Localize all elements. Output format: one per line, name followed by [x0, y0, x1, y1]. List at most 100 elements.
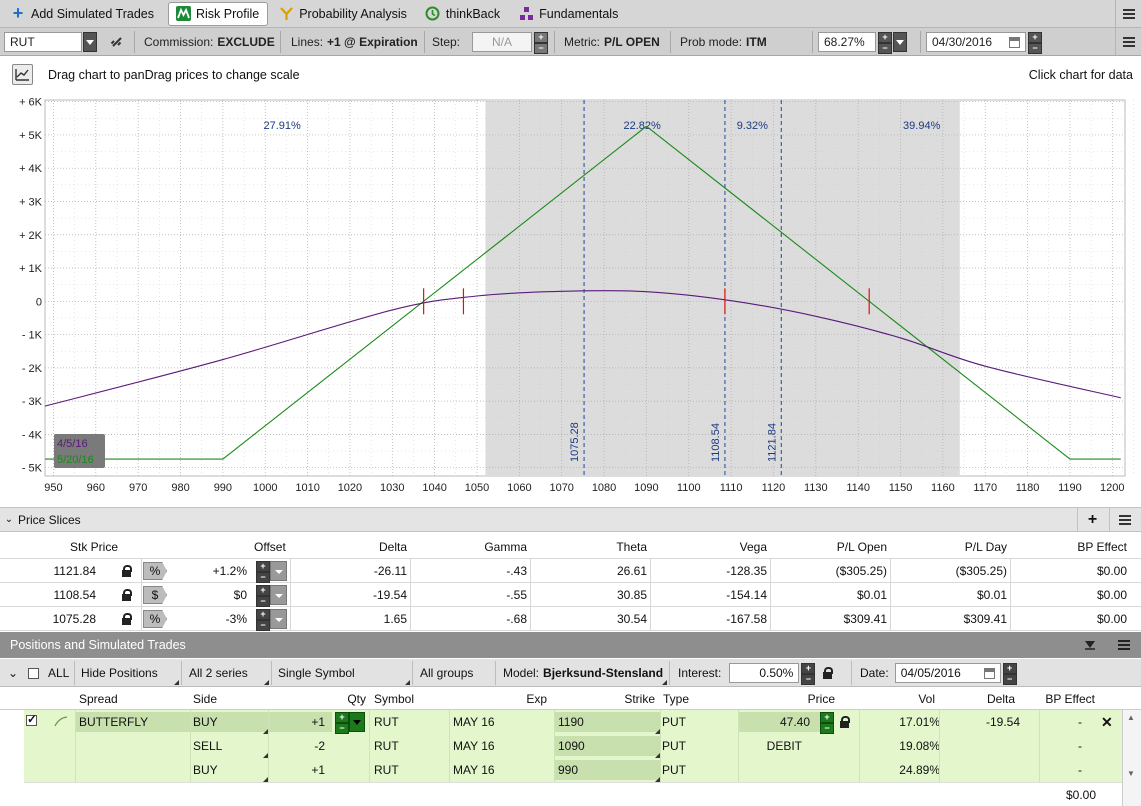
unlock-icon[interactable]: [840, 716, 850, 728]
link-icon[interactable]: [110, 28, 124, 56]
unlock-icon[interactable]: [122, 565, 132, 577]
type-value[interactable]: PUT: [662, 739, 686, 753]
symbol-input[interactable]: RUT: [4, 32, 82, 52]
strike-value[interactable]: 990: [558, 763, 579, 777]
slice-price[interactable]: 1121.84: [53, 564, 97, 578]
hide-positions-dropdown[interactable]: Hide Positions: [81, 666, 158, 680]
commission-setting[interactable]: Commission: EXCLUDE: [144, 28, 275, 56]
unit-selector[interactable]: %: [143, 610, 167, 628]
side-value[interactable]: BUY: [193, 715, 218, 729]
lines-value: +1 @ Expiration: [327, 35, 418, 49]
lines-setting[interactable]: Lines: +1 @ Expiration: [291, 28, 418, 56]
offset-dropdown-icon[interactable]: [270, 609, 287, 629]
probability-stepper[interactable]: + −: [878, 32, 892, 54]
symbol-mode-dropdown[interactable]: Single Symbol: [278, 666, 355, 680]
tab-probability-analysis[interactable]: Probability Analysis: [272, 2, 415, 26]
price-value[interactable]: 47.40: [779, 715, 810, 729]
strike-value[interactable]: 1190: [558, 715, 584, 729]
y-tick-label: - 3K: [22, 396, 43, 408]
position-row[interactable]: BUTTERFLY BUY +1 RUT MAY 16 1190 PUT 47.40 17.01…: [24, 710, 1122, 734]
side-value[interactable]: BUY: [193, 763, 218, 777]
unlock-icon[interactable]: [122, 589, 132, 601]
unit-selector[interactable]: %: [143, 562, 167, 580]
exp-value[interactable]: MAY 16: [453, 739, 495, 753]
row-checkbox[interactable]: [26, 715, 37, 726]
offset-dropdown-icon[interactable]: [270, 585, 287, 605]
strike-value[interactable]: 1090: [558, 739, 585, 753]
position-row[interactable]: BUY +1 RUT MAY 16 990 PUT 24.89% -: [24, 758, 1122, 782]
qty-stepper[interactable]: + −: [335, 712, 349, 734]
positions-menu-icon[interactable]: [1109, 632, 1139, 658]
slice-offset[interactable]: -3%: [225, 612, 247, 626]
side-value[interactable]: SELL: [193, 739, 223, 753]
chevron-down-icon[interactable]: ⌄: [8, 666, 19, 680]
positions-scrollbar[interactable]: ▲ ▼: [1122, 710, 1141, 806]
price-slices-menu-icon[interactable]: [1109, 508, 1139, 531]
select-all-checkbox[interactable]: [28, 667, 39, 679]
tab-add-simulated-trades[interactable]: + Add Simulated Trades: [4, 2, 162, 26]
menu-icon[interactable]: [1115, 0, 1141, 27]
offset-stepper[interactable]: + −: [256, 609, 270, 631]
calendar-icon[interactable]: [983, 667, 995, 679]
qty-value[interactable]: -2: [314, 739, 325, 753]
controls-menu-icon[interactable]: [1115, 28, 1141, 55]
col-bp-effect: BP Effect: [1077, 540, 1127, 554]
date-stepper[interactable]: + −: [1028, 32, 1042, 54]
slice-price[interactable]: 1108.54: [53, 588, 97, 602]
slice-price[interactable]: 1075.28: [52, 612, 96, 626]
risk-profile-chart[interactable]: + 6K + 5K + 4K + 3K + 2K + 1K 0 - 1K - 2K - 3K - 4…: [0, 92, 1141, 504]
positions-date-input[interactable]: 04/05/2016: [894, 663, 1001, 683]
interest-stepper[interactable]: + −: [801, 663, 816, 685]
symbol-dropdown-icon[interactable]: [83, 32, 97, 52]
chevron-down-icon[interactable]: ⌄: [4, 514, 14, 525]
qty-value[interactable]: +1: [311, 763, 325, 777]
unit-selector[interactable]: $: [143, 586, 167, 604]
col-qty: Qty: [347, 692, 366, 706]
exp-value[interactable]: MAY 16: [453, 763, 495, 777]
calendar-icon[interactable]: [1009, 36, 1020, 48]
offset-stepper[interactable]: + −: [256, 585, 270, 607]
slice-delta: 1.65: [383, 612, 407, 626]
slice-offset[interactable]: +1.2%: [212, 564, 247, 578]
qty-dropdown-icon[interactable]: [349, 712, 365, 732]
price-stepper[interactable]: + −: [820, 712, 834, 734]
positions-date-stepper[interactable]: + −: [1002, 663, 1017, 685]
chart-settings-icon[interactable]: [12, 64, 33, 85]
y-tick-label: - 2K: [22, 363, 43, 375]
offset-dropdown-icon[interactable]: [270, 561, 287, 581]
unlock-icon[interactable]: [823, 667, 834, 679]
step-input[interactable]: N/A: [472, 32, 533, 52]
tab-risk-profile[interactable]: Risk Profile: [168, 1, 269, 26]
col-offset: Offset: [254, 540, 286, 554]
offset-stepper[interactable]: + −: [256, 561, 270, 583]
model-dropdown[interactable]: Model: Bjerksund-Stensland: [503, 666, 664, 680]
bp-effect-value: -: [1078, 715, 1082, 729]
qty-value[interactable]: +1: [311, 715, 325, 729]
probability-dropdown-icon[interactable]: [893, 32, 907, 52]
type-value[interactable]: PUT: [662, 763, 686, 777]
exp-value[interactable]: MAY 16: [453, 715, 495, 729]
close-icon[interactable]: ✕: [1101, 714, 1113, 730]
slice-bp: $0.00: [1096, 564, 1127, 578]
add-slice-button[interactable]: +: [1077, 508, 1107, 531]
x-tick-label: 950: [44, 482, 62, 494]
type-value[interactable]: PUT: [662, 715, 686, 729]
probability-range-input[interactable]: 68.27%: [818, 32, 876, 52]
position-row[interactable]: SELL -2 RUT MAY 16 1090 PUT DEBIT 19.08% -: [24, 734, 1122, 758]
price-value: DEBIT: [766, 739, 802, 753]
unlock-icon[interactable]: [122, 613, 132, 625]
collapse-icon[interactable]: [1075, 632, 1105, 658]
groups-dropdown[interactable]: All groups: [420, 666, 474, 680]
slice-offset[interactable]: $0: [233, 588, 247, 602]
metric-setting[interactable]: Metric: P/L OPEN: [564, 28, 660, 56]
interest-input[interactable]: 0.50%: [729, 663, 800, 683]
metric-value: P/L OPEN: [604, 35, 660, 49]
tab-thinkback[interactable]: thinkBack: [419, 2, 508, 26]
tab-fundamentals[interactable]: Fundamentals: [512, 2, 626, 26]
date-input[interactable]: 04/30/2016: [926, 32, 1026, 52]
slice-pl-open: $0.01: [856, 588, 887, 602]
series-dropdown[interactable]: All 2 series: [189, 666, 248, 680]
step-stepper[interactable]: + −: [534, 32, 549, 54]
col-gamma: Gamma: [484, 540, 527, 554]
prob-mode-setting[interactable]: Prob mode: ITM: [680, 28, 767, 56]
